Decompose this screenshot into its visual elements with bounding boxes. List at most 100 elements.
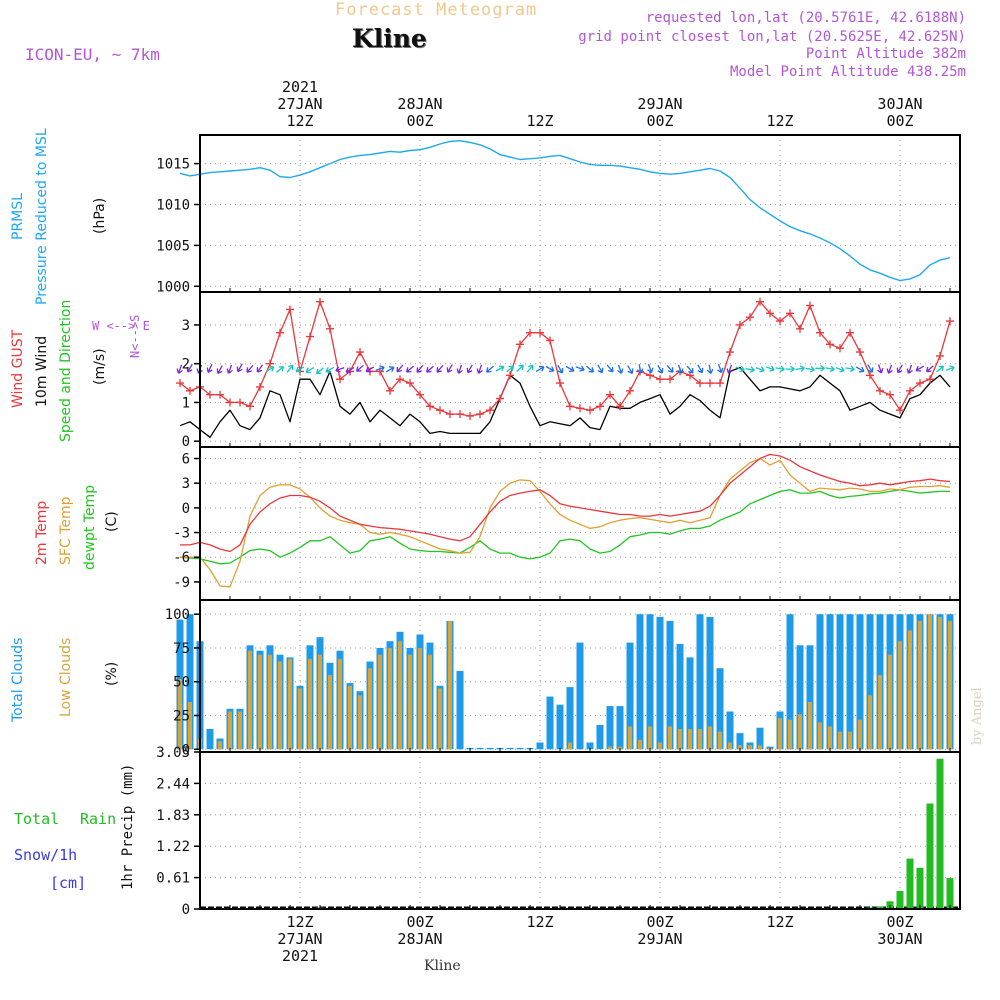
low-clouds-bar bbox=[328, 675, 332, 750]
gust-marker bbox=[816, 328, 824, 337]
low-clouds-bar bbox=[308, 658, 312, 750]
pressure-line bbox=[179, 139, 951, 282]
top-time-label: 2021 27JAN 12Z bbox=[260, 79, 340, 130]
wind-direction-arrow bbox=[405, 365, 414, 373]
gust-marker bbox=[256, 382, 264, 391]
gust-marker bbox=[696, 379, 704, 388]
low-clouds-bar bbox=[678, 729, 682, 750]
wind-direction-arrow bbox=[355, 364, 364, 372]
rain-bar bbox=[906, 858, 914, 909]
y-tick-label: 25 bbox=[173, 709, 190, 725]
wind-direction-arrow bbox=[226, 364, 233, 374]
gust-marker bbox=[746, 313, 754, 322]
wind-direction-arrow bbox=[535, 365, 545, 372]
total-clouds-bar bbox=[736, 733, 744, 750]
low-clouds-bar bbox=[428, 654, 432, 750]
total-clouds-bar bbox=[866, 614, 874, 750]
wind-direction-arrow bbox=[597, 364, 604, 374]
clouds-unit: (%) bbox=[104, 661, 120, 686]
wind-direction-arrow bbox=[867, 364, 874, 373]
wind-direction-arrow bbox=[565, 365, 575, 373]
wind-direction-arrow bbox=[265, 365, 275, 372]
total-clouds-bar bbox=[556, 704, 564, 750]
gust-marker bbox=[246, 402, 254, 411]
compass-we: W <--> E bbox=[92, 319, 150, 333]
low-clouds-bar bbox=[288, 658, 292, 750]
wind-direction-arrow bbox=[845, 365, 855, 373]
low-clouds-bar bbox=[398, 641, 402, 750]
wind-direction-arrow bbox=[176, 364, 183, 374]
top-time-label: 12Z bbox=[740, 113, 820, 130]
rain-bar bbox=[896, 891, 904, 909]
wind-direction-arrow bbox=[416, 364, 424, 373]
low-clouds-bar bbox=[348, 685, 352, 750]
wind-direction-arrow bbox=[246, 364, 254, 373]
wind-direction-arrow bbox=[236, 363, 243, 373]
low-clouds-bar bbox=[318, 654, 322, 750]
low-clouds-bar bbox=[758, 745, 762, 750]
wind-dir-label: Speed and Direction bbox=[58, 299, 74, 442]
total-clouds-label: Total Clouds bbox=[10, 637, 26, 722]
y-tick-label: 3 bbox=[182, 476, 190, 492]
gust-marker bbox=[596, 402, 604, 411]
wind-direction-arrow bbox=[877, 364, 884, 374]
gust-marker bbox=[846, 328, 854, 337]
gust-marker bbox=[646, 371, 654, 380]
gust-marker bbox=[356, 348, 364, 357]
top-time-label: 30JAN 00Z bbox=[860, 96, 940, 130]
temp2m-label: 2m Temp bbox=[34, 500, 50, 565]
bottom-time-label-line: 12Z bbox=[526, 913, 554, 931]
low-clouds-bar bbox=[728, 742, 732, 750]
model-altitude: Model Point Altitude 438.25m bbox=[729, 64, 966, 80]
wind-direction-arrow bbox=[456, 364, 463, 374]
wind-direction-arrow bbox=[305, 367, 315, 374]
low-clouds-bar bbox=[708, 726, 712, 750]
wind-direction-arrow bbox=[466, 364, 473, 374]
wind-direction-arrow bbox=[256, 364, 264, 373]
low-clouds-bar bbox=[748, 745, 752, 750]
gust-marker bbox=[226, 398, 234, 407]
wind-direction-arrow bbox=[276, 365, 285, 373]
wind-direction-arrow bbox=[286, 364, 294, 373]
gust-marker bbox=[656, 375, 664, 384]
gust-marker bbox=[286, 305, 294, 314]
sfc-temp-line bbox=[180, 457, 951, 588]
total-clouds-bar bbox=[636, 614, 644, 750]
low-clouds-bar bbox=[228, 711, 232, 750]
wind-direction-arrow bbox=[735, 365, 745, 373]
wind-direction-arrow bbox=[945, 365, 955, 372]
low-clouds-bar bbox=[658, 742, 662, 750]
wind-direction-arrow bbox=[775, 365, 785, 373]
low-clouds-bar bbox=[828, 726, 832, 750]
wind-direction-arrow bbox=[325, 366, 335, 373]
dewpt-label: dewpt Temp bbox=[82, 484, 98, 570]
low-clouds-bar bbox=[378, 654, 382, 750]
y-tick-label: 6 bbox=[182, 452, 190, 468]
model-label: ICON-EU, ~ 7km bbox=[25, 45, 160, 64]
top-time-label-line: 12Z bbox=[766, 112, 794, 130]
gust-marker bbox=[776, 317, 784, 326]
gust-marker bbox=[946, 317, 954, 326]
gust-marker bbox=[766, 309, 774, 318]
gust-marker bbox=[516, 340, 524, 349]
wind-direction-arrow bbox=[627, 365, 634, 374]
gust-marker bbox=[426, 402, 434, 411]
closest-coords: grid point closest lon,lat (20.5625E, 42… bbox=[578, 29, 966, 45]
wind-direction-arrow bbox=[545, 365, 555, 373]
low-clouds-bar bbox=[818, 722, 822, 750]
y-tick-label: 3 bbox=[182, 318, 190, 334]
gust-marker bbox=[576, 404, 584, 413]
total-clouds-bar bbox=[456, 670, 464, 750]
rain-bar bbox=[916, 867, 924, 909]
low-clouds-bar bbox=[888, 654, 892, 750]
temp-2m-line bbox=[180, 453, 951, 553]
y-tick-label: 100 bbox=[165, 607, 190, 623]
wind-direction-arrow bbox=[657, 364, 664, 374]
gust-marker bbox=[456, 410, 464, 419]
gust-marker bbox=[466, 412, 474, 420]
gust-line bbox=[179, 301, 951, 417]
wind-direction-arrow bbox=[745, 366, 755, 373]
y-tick-label: 1010 bbox=[156, 198, 190, 214]
low-clouds-bar bbox=[698, 729, 702, 750]
wind-direction-arrow bbox=[706, 364, 714, 374]
